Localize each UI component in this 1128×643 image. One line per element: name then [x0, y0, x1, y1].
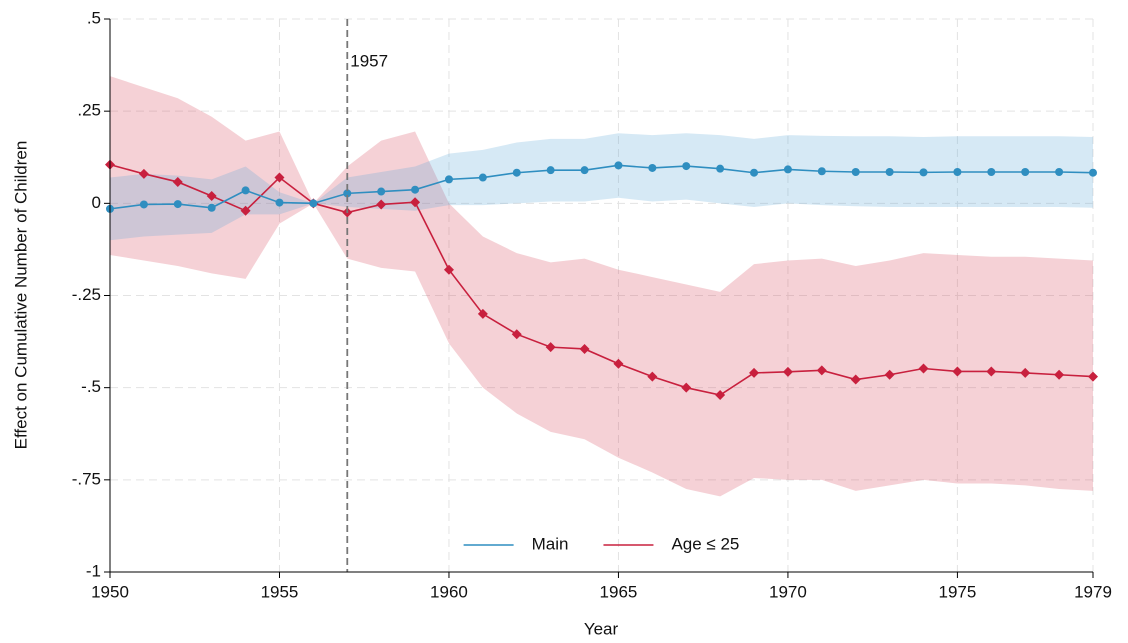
point — [275, 198, 284, 207]
point — [986, 366, 997, 377]
point — [749, 367, 760, 378]
point — [240, 205, 251, 216]
point — [816, 365, 827, 376]
series-line — [109, 164, 1094, 210]
point — [511, 329, 522, 340]
point — [1088, 371, 1098, 382]
point — [614, 161, 623, 170]
point — [477, 308, 488, 319]
x-axis-title: Year — [584, 619, 619, 638]
point — [952, 366, 963, 377]
point — [580, 166, 589, 175]
point — [918, 363, 929, 374]
x-tick-label: 1965 — [600, 582, 638, 601]
point — [682, 162, 691, 171]
point — [783, 165, 792, 174]
point — [173, 200, 182, 209]
point — [206, 190, 217, 201]
point — [546, 166, 555, 175]
point — [139, 200, 148, 209]
point — [885, 167, 894, 176]
point — [172, 176, 183, 187]
point — [613, 358, 624, 369]
point — [411, 185, 420, 194]
y-tick-label: .5 — [87, 8, 101, 27]
y-tick-label: -.75 — [72, 469, 101, 488]
point — [716, 164, 725, 173]
point — [138, 168, 149, 179]
point — [444, 175, 453, 184]
x-tick-label: 1950 — [91, 582, 129, 601]
point — [545, 342, 556, 353]
point — [241, 186, 250, 195]
point — [851, 167, 860, 176]
point — [817, 167, 826, 176]
point — [274, 172, 285, 183]
point — [715, 390, 726, 401]
legend-label: Main — [532, 534, 569, 553]
x-tick-label: 1975 — [938, 582, 976, 601]
point — [1054, 369, 1065, 380]
x-tick-label: 1979 — [1074, 582, 1112, 601]
point — [647, 371, 658, 382]
confidence-band — [110, 76, 1093, 497]
point — [579, 343, 590, 354]
y-tick-label: 0 — [92, 193, 101, 212]
y-tick-label: -.25 — [72, 285, 101, 304]
point — [1055, 167, 1064, 176]
point — [648, 163, 657, 172]
y-axis-title: Effect on Cumulative Number of Children — [11, 141, 30, 450]
x-tick-label: 1955 — [261, 582, 299, 601]
point — [343, 189, 352, 198]
point — [309, 199, 318, 208]
point — [207, 203, 216, 212]
point — [750, 168, 759, 177]
point — [512, 168, 521, 177]
y-tick-label: -1 — [86, 561, 101, 580]
y-tick-label: .25 — [77, 101, 101, 120]
legend-label: Age ≤ 25 — [671, 534, 739, 553]
point — [850, 374, 861, 385]
point — [919, 168, 928, 177]
point — [1020, 367, 1031, 378]
point — [478, 173, 487, 182]
reference-label: 1957 — [350, 51, 388, 70]
confidence-band — [110, 133, 1093, 241]
point — [884, 369, 895, 380]
point — [1021, 167, 1030, 176]
point — [376, 199, 387, 210]
point — [782, 366, 793, 377]
point — [953, 167, 962, 176]
point — [377, 187, 386, 196]
y-tick-label: -.5 — [81, 377, 101, 396]
point — [443, 264, 454, 275]
x-tick-label: 1960 — [430, 582, 468, 601]
point — [681, 382, 692, 393]
x-tick-label: 1970 — [769, 582, 807, 601]
point — [987, 167, 996, 176]
point — [1089, 168, 1097, 177]
point — [410, 197, 421, 208]
series-line — [109, 163, 1094, 396]
